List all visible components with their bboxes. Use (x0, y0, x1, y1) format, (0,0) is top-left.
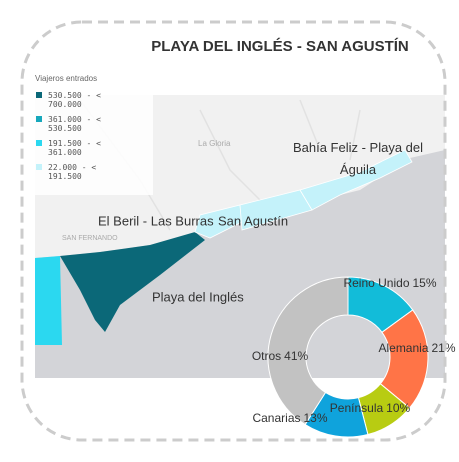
legend-line: 700.000 (48, 100, 82, 109)
zone-san-agustin (239, 189, 313, 231)
zone-label: Playa del Inglés (152, 289, 244, 304)
slice-category: Reino Unido (343, 276, 409, 290)
legend-swatch (36, 116, 42, 122)
slice-label: Reino Unido 15% (343, 276, 436, 290)
zone-bahia-feliz (299, 149, 413, 211)
slice-category: Otros (252, 349, 281, 363)
legend-box (35, 70, 153, 195)
legend-title: Viajeros entrados (35, 74, 97, 83)
zone-label: San Agustín (218, 213, 288, 228)
legend-label: 530.500 - <700.000 (48, 91, 101, 109)
legend-label: 191.500 - <361.000 (48, 139, 101, 157)
slice-category: Alemania (378, 341, 428, 355)
zone-label: El Beril - Las Burras (98, 213, 214, 228)
slice-label: Otros 41% (252, 349, 309, 363)
slice-value: 10% (386, 401, 410, 415)
zone-label-line: Águila (340, 162, 377, 177)
slice-value: 41% (284, 349, 308, 363)
legend-line: 361.000 - < (48, 115, 101, 124)
slice-category: Canarias (252, 411, 300, 425)
zone-label: Bahía Feliz - Playa del Águila (293, 140, 423, 177)
zone-label-line: Bahía Feliz - Playa del (293, 140, 423, 155)
zone-playa-ingles (60, 232, 205, 332)
legend-line: 22.000 - < (48, 163, 96, 172)
legend-swatch (36, 164, 42, 170)
slice-value: 15% (413, 276, 437, 290)
slice-label: Canarias 13% (252, 411, 327, 425)
legend-label: 22.000 - <191.500 (48, 163, 96, 181)
legend-line: 191.500 (48, 172, 82, 181)
slice-label: Península 10% (330, 401, 411, 415)
place-label: La Gloria (198, 139, 231, 148)
legend-line: 530.500 (48, 124, 82, 133)
place-label: SAN FERNANDO (62, 235, 118, 242)
legend-swatch (36, 140, 42, 146)
legend-label: 361.000 - <530.500 (48, 115, 101, 133)
frame (20, 20, 447, 442)
zone-west (35, 256, 62, 345)
legend-line: 191.500 - < (48, 139, 101, 148)
slice-value: 13% (304, 411, 328, 425)
legend-line: 361.000 (48, 148, 82, 157)
donut-chart: Reino Unido 15%Alemania 21%Península 10%Can… (252, 276, 456, 438)
title: PLAYA DEL INGLÉS - SAN AGUSTÍN (151, 38, 409, 55)
legend-line: 530.500 - < (48, 91, 101, 100)
legend: 530.500 - <700.000 361.000 - <530.500 191.… (36, 91, 101, 181)
slice-category: Península (330, 401, 384, 415)
legend-swatch (36, 92, 42, 98)
donut-slice (267, 276, 349, 426)
